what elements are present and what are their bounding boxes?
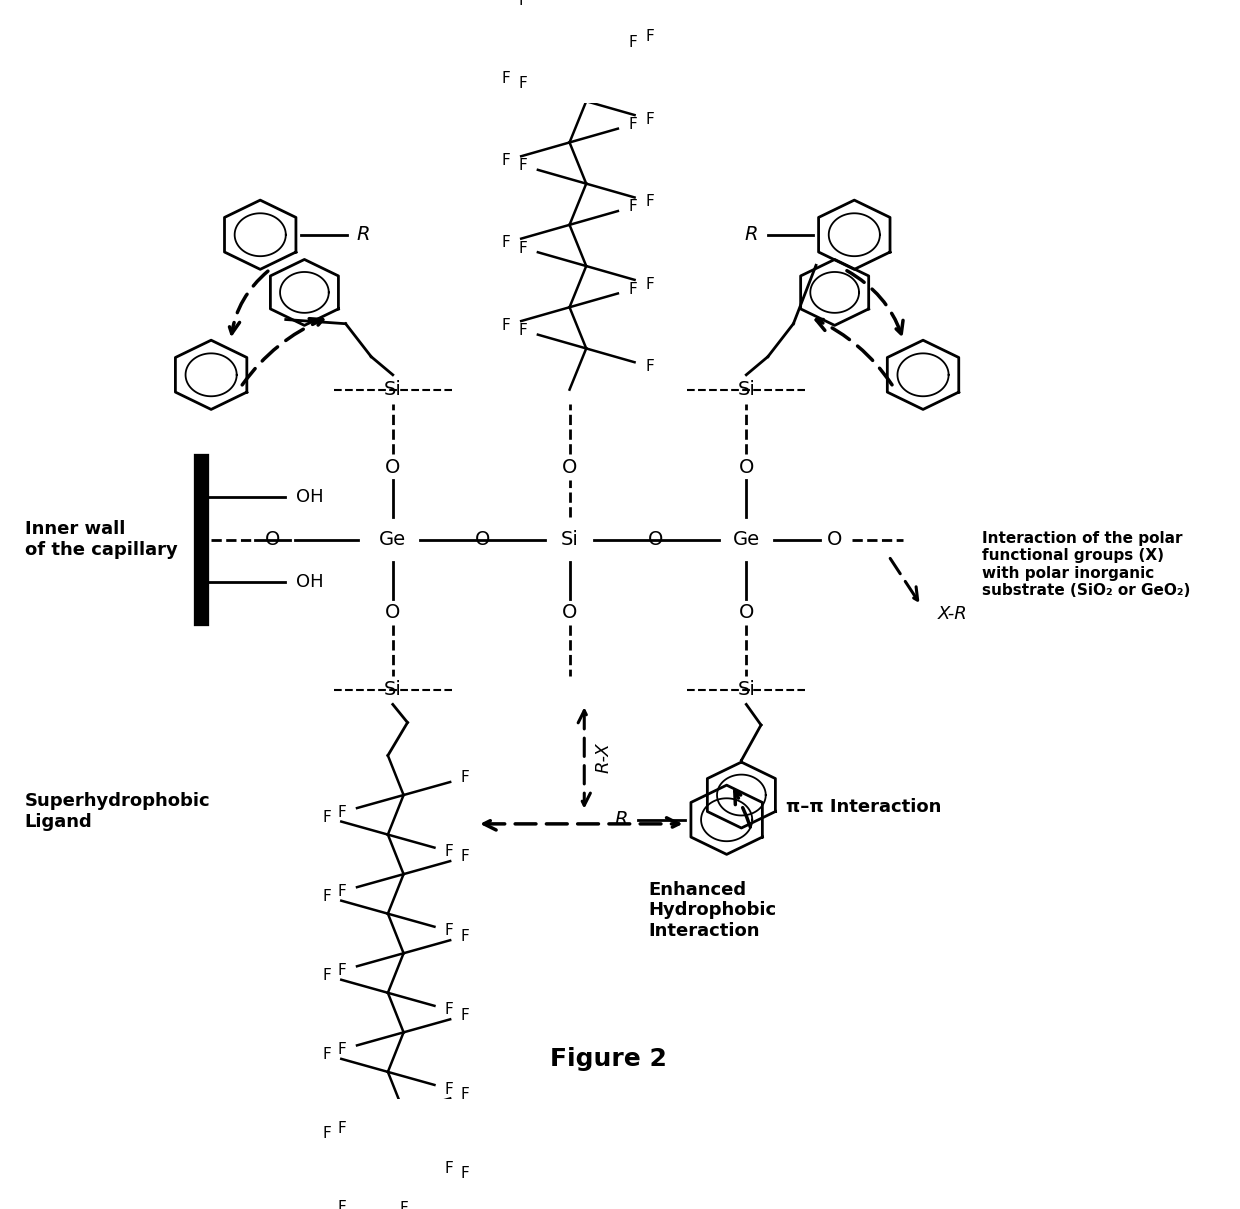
Text: F: F <box>445 1082 454 1097</box>
Text: Enhanced
Hydrophobic
Interaction: Enhanced Hydrophobic Interaction <box>649 880 776 941</box>
Text: Si: Si <box>738 681 755 699</box>
Text: F: F <box>445 924 454 938</box>
Text: F: F <box>337 1121 346 1136</box>
Text: F: F <box>645 277 653 291</box>
Text: R: R <box>357 225 370 244</box>
Text: Ge: Ge <box>379 530 407 549</box>
Text: OH: OH <box>295 573 324 591</box>
Text: F: F <box>322 1047 331 1063</box>
Text: F: F <box>337 884 346 898</box>
Text: O: O <box>475 530 490 549</box>
Text: F: F <box>461 929 470 943</box>
Text: Ge: Ge <box>733 530 760 549</box>
Text: F: F <box>445 1002 454 1018</box>
Text: O: O <box>386 602 401 621</box>
Text: O: O <box>739 602 754 621</box>
Text: O: O <box>265 530 280 549</box>
Text: O: O <box>739 457 754 476</box>
Text: Superhydrophobic
Ligand: Superhydrophobic Ligand <box>25 792 210 831</box>
Text: O: O <box>562 457 578 476</box>
Text: R: R <box>615 810 629 829</box>
Text: F: F <box>337 962 346 978</box>
Text: π–π Interaction: π–π Interaction <box>786 798 941 816</box>
Text: F: F <box>337 1201 346 1209</box>
Text: R-X: R-X <box>595 742 613 774</box>
Text: O: O <box>649 530 663 549</box>
Text: F: F <box>629 35 637 50</box>
Text: F: F <box>337 805 346 820</box>
Text: F: F <box>518 0 527 8</box>
Text: Si: Si <box>560 530 579 549</box>
Text: O: O <box>562 602 578 621</box>
Text: F: F <box>629 282 637 296</box>
Text: F: F <box>518 76 527 91</box>
Text: Interaction of the polar
functional groups (X)
with polar inorganic
substrate (S: Interaction of the polar functional grou… <box>982 531 1190 598</box>
Text: Si: Si <box>384 681 402 699</box>
Text: Si: Si <box>738 380 755 399</box>
Text: F: F <box>518 241 527 255</box>
Text: F: F <box>645 111 653 127</box>
Text: F: F <box>502 318 511 332</box>
Text: F: F <box>445 1161 454 1175</box>
Text: O: O <box>827 530 842 549</box>
Text: F: F <box>461 1165 470 1181</box>
Text: F: F <box>461 770 470 786</box>
Text: F: F <box>518 158 527 173</box>
Text: Figure 2: Figure 2 <box>551 1047 667 1071</box>
Text: F: F <box>629 117 637 132</box>
Text: F: F <box>322 968 331 983</box>
Text: F: F <box>502 154 511 168</box>
Text: F: F <box>461 1007 470 1023</box>
Text: F: F <box>645 359 653 374</box>
Text: F: F <box>645 195 653 209</box>
Text: OH: OH <box>295 487 324 505</box>
Text: F: F <box>461 850 470 864</box>
Text: F: F <box>337 1042 346 1057</box>
Text: F: F <box>518 323 527 337</box>
Text: F: F <box>322 810 331 825</box>
Text: Si: Si <box>384 380 402 399</box>
Text: F: F <box>629 199 637 214</box>
Text: F: F <box>502 70 511 86</box>
Text: Inner wall
of the capillary: Inner wall of the capillary <box>25 520 177 559</box>
Text: F: F <box>461 1087 470 1101</box>
Text: X-R: X-R <box>937 604 967 623</box>
Text: F: F <box>399 1202 408 1209</box>
Text: F: F <box>322 1127 331 1141</box>
Text: F: F <box>322 889 331 904</box>
Text: O: O <box>386 457 401 476</box>
Text: F: F <box>445 844 454 860</box>
Text: F: F <box>645 29 653 45</box>
Text: F: F <box>502 236 511 250</box>
Text: R: R <box>744 225 758 244</box>
